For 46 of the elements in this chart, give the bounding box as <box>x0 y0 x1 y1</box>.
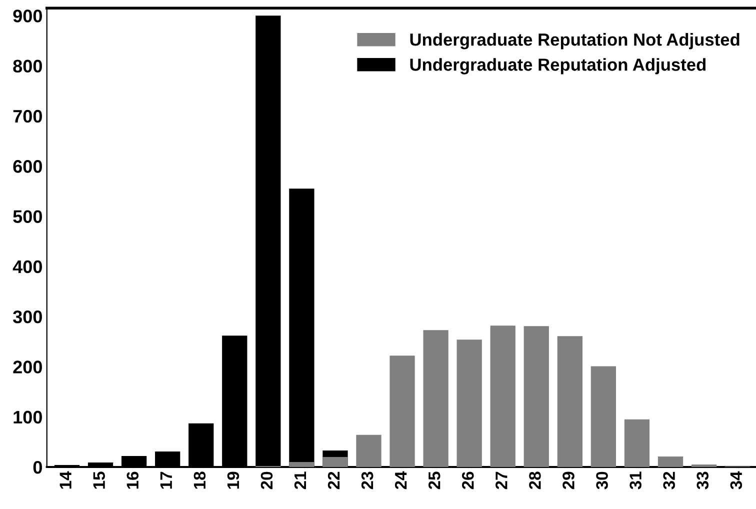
x-tick-label: 21 <box>294 472 306 490</box>
bar <box>356 434 382 468</box>
x-tick-label: 25 <box>428 472 440 490</box>
bar <box>322 456 348 468</box>
x-tick-label: 26 <box>462 472 474 490</box>
y-tick-label: 700 <box>13 110 42 123</box>
bar <box>289 462 314 468</box>
legend-label: Undergraduate Reputation Adjusted <box>410 58 706 74</box>
y-tick-label: 100 <box>14 410 42 424</box>
bar <box>423 330 448 468</box>
y-tick-label: 400 <box>12 260 42 274</box>
y-tick-label: 500 <box>13 210 42 223</box>
x-tick-label: 33 <box>696 472 709 490</box>
bar <box>456 340 482 468</box>
x-tick-label: 17 <box>160 472 172 489</box>
x-tick-label: 18 <box>194 472 206 489</box>
y-tick-label: 800 <box>13 60 42 73</box>
y-tick-label: 600 <box>13 160 42 173</box>
bar <box>390 356 415 468</box>
x-tick-label: 24 <box>394 471 407 490</box>
legend-label: Undergraduate Reputation Not Adjusted <box>410 33 740 50</box>
x-tick-label: 16 <box>126 472 139 489</box>
bar <box>557 336 582 468</box>
x-tick-label: 27 <box>496 472 508 490</box>
bar <box>490 326 516 468</box>
x-tick-label: 28 <box>529 472 541 490</box>
x-tick-label: 14 <box>60 471 72 489</box>
x-tick-label: 19 <box>227 472 240 489</box>
bar <box>590 366 616 468</box>
y-tick-label: 900 <box>13 10 42 22</box>
x-tick-label: 30 <box>596 472 608 490</box>
x-tick-label: 15 <box>93 472 105 489</box>
x-tick-label: 31 <box>630 472 642 490</box>
x-tick-label: 23 <box>361 472 374 490</box>
x-tick-label: 29 <box>562 472 574 490</box>
bar <box>624 419 650 468</box>
x-tick-label: 22 <box>328 472 340 490</box>
y-tick-label: 300 <box>13 310 42 324</box>
y-tick-label: 200 <box>13 360 42 374</box>
bar <box>658 456 684 468</box>
x-tick-label: 32 <box>663 472 675 490</box>
x-tick-label: 20 <box>260 472 273 490</box>
x-tick-label: 34 <box>730 471 742 490</box>
bar <box>691 464 717 468</box>
y-tick-label: 0 <box>33 460 42 474</box>
bar <box>524 326 549 468</box>
